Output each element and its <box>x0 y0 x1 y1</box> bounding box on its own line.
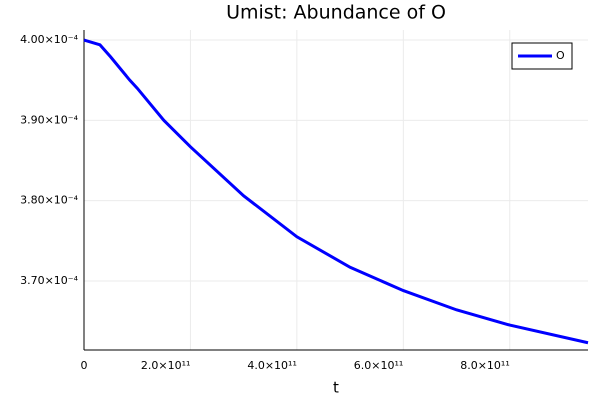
y-tick-label: 4.00×10⁻⁴ <box>20 33 79 46</box>
data-line <box>83 38 589 345</box>
x-tick-label: 8.0×10¹¹ <box>460 359 510 372</box>
y-tick-label: 3.80×10⁻⁴ <box>20 194 79 207</box>
chart-title: Umist: Abundance of O <box>226 2 446 24</box>
y-tick-label: 3.90×10⁻⁴ <box>20 113 79 126</box>
x-tick-label: 2.0×10¹¹ <box>141 359 191 372</box>
x-tick-label: 0 <box>81 359 88 372</box>
x-tick-label: 6.0×10¹¹ <box>354 359 404 372</box>
x-axis-label: t <box>333 379 339 397</box>
legend-label: O <box>556 49 565 62</box>
x-tick-label: 4.0×10¹¹ <box>247 359 297 372</box>
y-tick-label: 3.70×10⁻⁴ <box>20 274 79 287</box>
